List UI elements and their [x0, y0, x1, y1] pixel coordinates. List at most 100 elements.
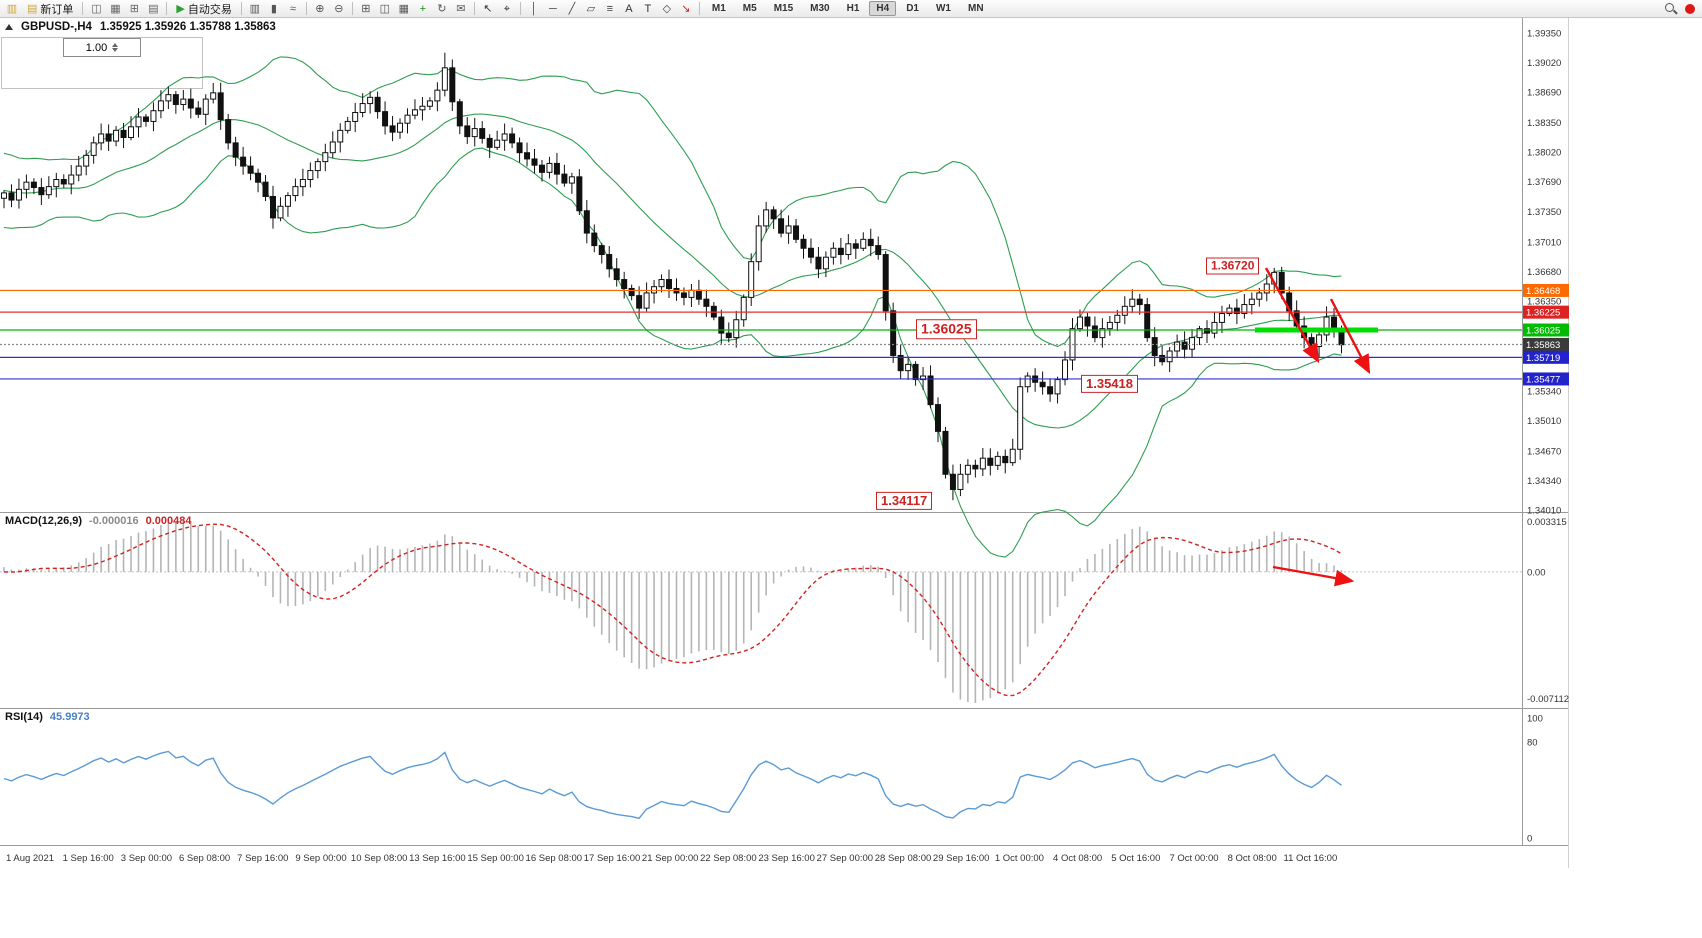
svg-text:1.35719: 1.35719 [1526, 353, 1560, 364]
line-chart-type-icon[interactable]: ≈ [284, 1, 302, 17]
timeframe-m1[interactable]: M1 [711, 3, 726, 14]
time-scale[interactable]: 1 Aug 2021 1 Sep 16:00 3 Sep 00:00 6 Sep 08… [6, 853, 1337, 864]
price-annotation[interactable]: 1.35418 [1081, 374, 1138, 394]
svg-text:1.38690: 1.38690 [1527, 87, 1561, 98]
fibonacci-icon-glyph: ≡ [606, 2, 614, 15]
timeframe-h1[interactable]: H1 [846, 3, 860, 14]
notification-badge[interactable] [1685, 3, 1695, 14]
text-icon-glyph: A [625, 2, 633, 15]
cursor-icon[interactable]: ↖ [479, 1, 497, 17]
buy-price-small: 1.35 [123, 71, 145, 83]
chart-icon[interactable]: ▥ [3, 1, 21, 17]
svg-text:22 Sep 08:00: 22 Sep 08:00 [700, 853, 757, 864]
price-annotation[interactable]: 1.36720 [1206, 257, 1260, 275]
toolbar-separator [82, 2, 84, 15]
buy-price-sup: 1 [174, 59, 182, 73]
svg-text:1.36025: 1.36025 [1526, 326, 1560, 337]
timeframe-d1[interactable]: D1 [906, 3, 919, 14]
spinner-up-icon[interactable] [112, 43, 119, 47]
profiles-icon-glyph: ▦ [110, 2, 121, 15]
svg-text:1.35477: 1.35477 [1526, 374, 1560, 385]
zoom-in-icon[interactable]: ⊕ [311, 1, 329, 17]
candlestick-type-icon[interactable]: ▮ [265, 1, 283, 17]
sell-price-button[interactable]: 1.35 86 3 [2, 57, 103, 88]
volume-spinner[interactable] [112, 43, 119, 52]
rsi-panel: 100 80 0 [3, 714, 1543, 845]
svg-text:16 Sep 08:00: 16 Sep 08:00 [526, 853, 583, 864]
rsi-title-text: RSI(14) [5, 711, 43, 723]
one-click-toggle-icon[interactable] [5, 24, 13, 30]
timeframe-m5[interactable]: M5 [742, 3, 757, 14]
add-indicator-icon[interactable]: + [414, 1, 432, 17]
horizontal-line-icon[interactable]: ─ [544, 1, 562, 17]
toolbar: ▥ ▤ 新订单 ◫ ▦ ⊞ ▤ ▶ 自动交易 ▥ ▮ ≈ ⊕ ⊖ ⊞ ◫ ▦ + ↻ ✉ ↖ ⌖ │ ─ ╱ ▱ ≡ A T ◇ ↘ M1 M5… [0, 0, 1702, 18]
new-chart-icon-glyph: ◫ [91, 2, 102, 15]
svg-text:1.37690: 1.37690 [1527, 177, 1561, 188]
arrow-tool-icon-glyph: ↘ [681, 2, 691, 15]
svg-text:1.34340: 1.34340 [1527, 476, 1561, 487]
fibonacci-icon[interactable]: ≡ [601, 1, 619, 17]
vertical-line-icon[interactable]: │ [525, 1, 543, 17]
price-lines[interactable] [0, 289, 1522, 380]
text-icon[interactable]: A [620, 1, 638, 17]
price-annotation[interactable]: 1.36025 [916, 319, 977, 339]
svg-text:1 Oct 00:00: 1 Oct 00:00 [995, 853, 1044, 864]
search-icon[interactable] [1664, 2, 1677, 15]
svg-text:0.003315: 0.003315 [1527, 517, 1567, 528]
data-window-icon[interactable]: ▤ [144, 1, 162, 17]
svg-text:29 Sep 16:00: 29 Sep 16:00 [933, 853, 990, 864]
bar-chart-type-icon[interactable]: ▥ [246, 1, 264, 17]
sell-price-small: 1.35 [22, 71, 44, 83]
timeframe-m15[interactable]: M15 [773, 3, 794, 14]
svg-text:1.35863: 1.35863 [1526, 340, 1560, 351]
market-watch-icon-glyph: ⊞ [129, 2, 140, 15]
arrow-tool-icon[interactable]: ↘ [677, 1, 695, 17]
tile-windows-icon[interactable]: ⊞ [357, 1, 375, 17]
zoom-out-icon[interactable]: ⊖ [330, 1, 348, 17]
channel-icon[interactable]: ▱ [582, 1, 600, 17]
svg-text:10 Sep 08:00: 10 Sep 08:00 [351, 853, 408, 864]
timeframe-h4[interactable]: H4 [869, 1, 897, 16]
svg-text:1.36680: 1.36680 [1527, 267, 1561, 278]
timeframe-mn[interactable]: MN [967, 3, 984, 14]
buy-price-button[interactable]: 1.35 91 1 [103, 57, 202, 88]
trend-arrows[interactable] [1264, 267, 1371, 375]
autotrade-button[interactable]: ▶ 自动交易 [176, 2, 232, 16]
shapes-icon[interactable]: ◇ [658, 1, 676, 17]
timeframe-m30[interactable]: M30 [810, 3, 830, 14]
price-annotation[interactable]: 1.34117 [876, 491, 933, 511]
macd-indicator-label: MACD(12,26,9) -0.000016 0.000484 [5, 515, 191, 527]
refresh-icon[interactable]: ↻ [433, 1, 451, 17]
zoom-out-icon-glyph: ⊖ [334, 2, 344, 15]
svg-text:8 Oct 08:00: 8 Oct 08:00 [1228, 853, 1277, 864]
arrow-label-icon[interactable]: T [639, 1, 657, 17]
macd-panel: 0.003315 0.00 -0.007112 [0, 517, 1569, 705]
new-chart-icon[interactable]: ◫ [87, 1, 105, 17]
price-scale-badges: 1.36468 1.36225 1.36025 1.35863 1.35719 1.354… [1523, 283, 1569, 386]
profiles-icon[interactable]: ▦ [106, 1, 124, 17]
svg-text:100: 100 [1527, 714, 1543, 725]
data-window-icon-glyph: ▤ [148, 2, 159, 15]
sell-button[interactable]: SELL [18, 41, 47, 54]
tr endline-icon[interactable]: ╱ [563, 1, 581, 17]
arrange-icon[interactable]: ▦ [395, 1, 413, 17]
toolbar-separator [305, 2, 307, 15]
channel-icon-glyph: ▱ [586, 2, 596, 15]
buy-button[interactable]: BUY [159, 41, 184, 54]
volume-field[interactable]: 1.00 [63, 38, 141, 57]
svg-text:17 Sep 16:00: 17 Sep 16:00 [584, 853, 641, 864]
spinner-down-icon[interactable] [112, 48, 119, 52]
macd-title-text: MACD(12,26,9) [5, 515, 83, 527]
volume-value: 1.00 [85, 41, 108, 54]
crosshair-icon[interactable]: ⌖ [498, 1, 516, 17]
rsi-value: 45.9973 [49, 711, 90, 723]
cascade-windows-icon[interactable]: ◫ [376, 1, 394, 17]
new-order-button[interactable]: ▤ 新订单 [27, 2, 74, 16]
market-watch-icon[interactable]: ⊞ [125, 1, 143, 17]
price-scale[interactable]: 1.39350 1.39020 1.38690 1.38350 1.38020 1.376… [1527, 29, 1561, 517]
alerts-icon[interactable]: ✉ [452, 1, 470, 17]
horizontal-line-icon-glyph: ─ [548, 2, 557, 15]
timeframe-w1[interactable]: W1 [935, 3, 951, 14]
vertical-line-icon-glyph: │ [530, 2, 538, 15]
